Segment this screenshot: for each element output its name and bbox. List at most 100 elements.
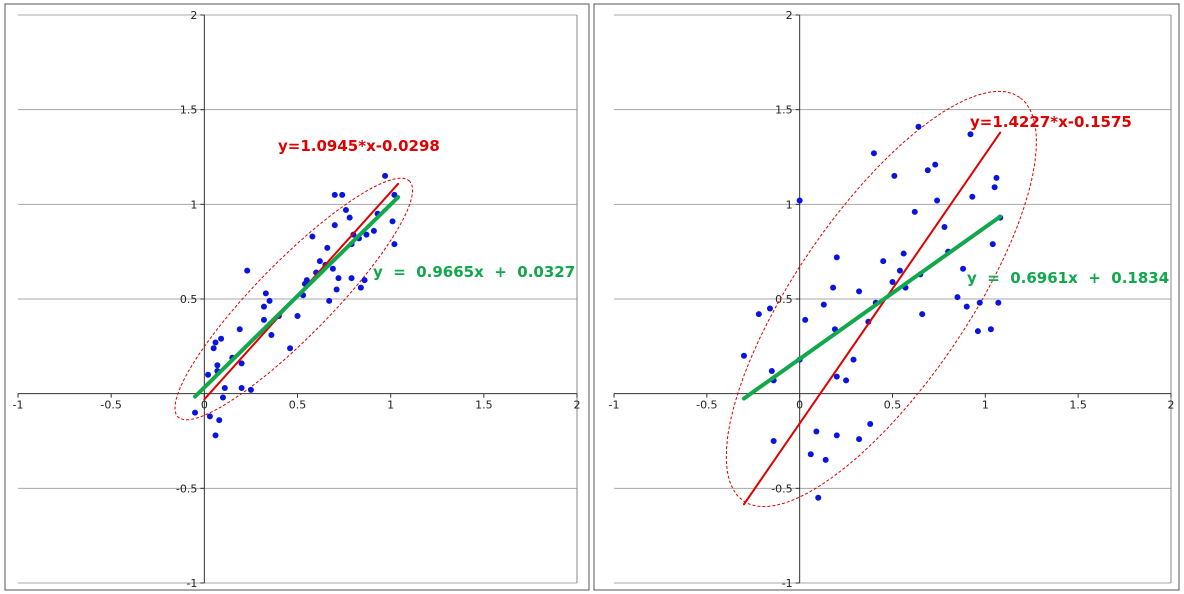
x-tick-label: -0.5 [696, 399, 717, 412]
data-point [214, 362, 221, 369]
green-equation-label: y = 0.6961x + 0.1834 [967, 269, 1169, 287]
data-point [856, 288, 863, 295]
data-point [382, 172, 389, 179]
y-tick-label: 1 [190, 198, 197, 211]
data-point [212, 339, 219, 346]
data-point [813, 428, 820, 435]
y-tick-label: -0.5 [771, 482, 792, 495]
data-point [833, 373, 840, 380]
data-point [329, 265, 336, 272]
y-tick-label: 0.5 [180, 293, 198, 306]
x-tick-label: 0 [201, 399, 208, 412]
chart-panel-2: -1 -0.5 0 0.5 1 1.5 2 -1 -0.5 0.5 1 1.5 2 y=1.4227*x-… [593, 3, 1180, 591]
data-point [260, 303, 267, 310]
y-tick-label: 1 [786, 198, 793, 211]
data-point [802, 316, 809, 323]
data-point [989, 241, 996, 248]
x-tick-label: 0 [796, 399, 803, 412]
data-point [210, 345, 217, 352]
data-point [915, 123, 922, 130]
y-tick-label: 2 [786, 9, 793, 22]
y-tick-label: 1.5 [180, 104, 198, 117]
data-point [867, 420, 874, 427]
x-tick-label: 2 [574, 399, 581, 412]
data-point [991, 184, 998, 191]
chart-panel-1: -1 -0.5 0 0.5 1 1.5 2 -1 -0.5 0.5 1 1.5 2 y=1.0945*x-… [4, 3, 590, 591]
data-point [843, 377, 850, 384]
data-point [911, 208, 918, 215]
data-point [268, 331, 275, 338]
data-point [822, 456, 829, 463]
data-point [987, 326, 994, 333]
x-tick-label: 0.5 [884, 399, 902, 412]
data-point [932, 161, 939, 168]
data-point [326, 297, 333, 304]
data-point [755, 311, 762, 318]
data-point [266, 297, 273, 304]
data-point [244, 267, 251, 274]
x-tick-label: 1.5 [475, 399, 493, 412]
data-point [389, 218, 396, 225]
data-point [357, 284, 364, 291]
data-point [361, 277, 368, 284]
red-equation-label: y=1.4227*x-0.1575 [970, 113, 1132, 131]
data-point [740, 352, 747, 359]
data-point [238, 360, 245, 367]
data-point [820, 301, 827, 308]
data-point [205, 371, 212, 378]
x-tick-label: 1 [982, 399, 989, 412]
x-tick-label: -0.5 [100, 399, 121, 412]
data-point [833, 432, 840, 439]
data-point [967, 131, 974, 138]
data-point [941, 224, 948, 231]
green-fit-line [193, 195, 401, 399]
data-point [924, 167, 931, 174]
data-point [219, 394, 226, 401]
y-tick-label: 2 [190, 9, 197, 22]
x-tick-label: 1 [387, 399, 394, 412]
data-point [934, 197, 941, 204]
y-tick-label: 1.5 [775, 104, 793, 117]
green-fit-line [741, 214, 1003, 401]
data-point [346, 214, 353, 221]
data-point [963, 303, 970, 310]
data-point [370, 227, 377, 234]
data-point [221, 384, 228, 391]
data-point [815, 494, 822, 501]
data-point [870, 150, 877, 157]
data-point [333, 286, 340, 293]
data-point [218, 335, 225, 342]
data-point [309, 233, 316, 240]
data-point [954, 294, 961, 301]
data-point [833, 254, 840, 261]
red-fit-line [742, 131, 1002, 506]
data-point [766, 305, 773, 312]
y-tick-label: -0.5 [176, 482, 197, 495]
data-point [891, 172, 898, 179]
data-point [850, 356, 857, 363]
data-point [993, 174, 1000, 181]
data-point [238, 384, 245, 391]
data-point [995, 299, 1002, 306]
data-point [969, 193, 976, 200]
data-point [331, 222, 338, 229]
x-tick-label: 2 [1168, 399, 1175, 412]
data-point [348, 275, 355, 282]
data-point [807, 451, 814, 458]
data-point [303, 277, 310, 284]
data-point [339, 191, 346, 198]
data-point [889, 278, 896, 285]
data-point [262, 290, 269, 297]
confidence-ellipse [725, 90, 1037, 508]
data-point [206, 413, 213, 420]
data-point [896, 267, 903, 274]
data-point [324, 244, 331, 251]
data-point [919, 311, 926, 318]
data-point [796, 197, 803, 204]
data-point [974, 328, 981, 335]
data-point [216, 417, 223, 424]
data-point [287, 345, 294, 352]
data-point [856, 436, 863, 443]
